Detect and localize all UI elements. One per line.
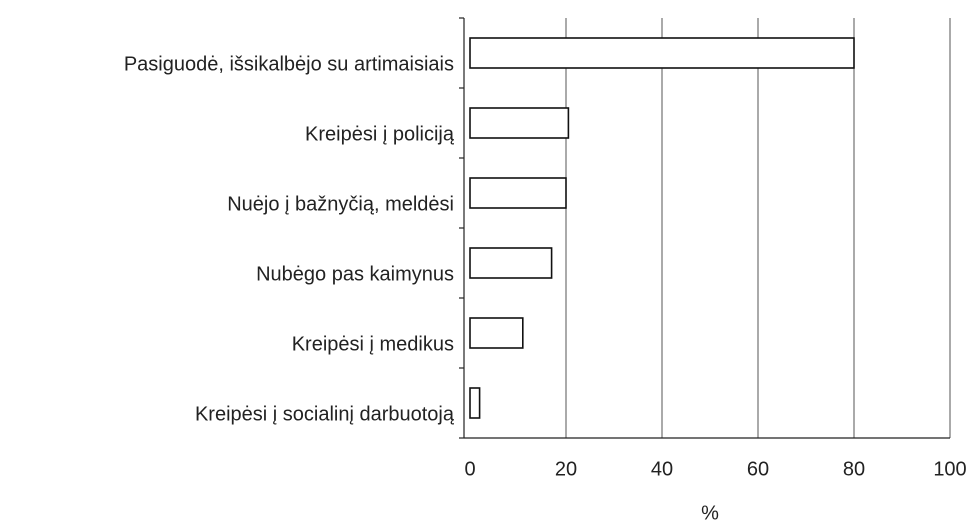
x-tick-label: 60 — [747, 458, 769, 480]
x-tick-label: 80 — [843, 458, 865, 480]
x-tick-label: 0 — [464, 458, 475, 480]
bar — [469, 317, 524, 349]
y-tick-label: Nubėgo pas kaimynus — [256, 263, 454, 285]
y-tick-label: Kreipėsi į medikus — [292, 333, 454, 355]
y-tick-label: Pasiguodė, išsikalbėjo su artimaisiais — [124, 53, 454, 75]
x-tick-label: 20 — [555, 458, 577, 480]
x-axis-label: % — [701, 502, 719, 524]
bar — [469, 387, 481, 419]
y-tick-label: Nuėjo į bažnyčią, meldėsi — [227, 193, 454, 215]
bar — [469, 37, 855, 69]
y-tick-label: Kreipėsi į socialinį darbuotoją — [195, 403, 455, 425]
x-tick-label: 100 — [933, 458, 966, 480]
bar — [469, 177, 567, 209]
x-tick-label: 40 — [651, 458, 673, 480]
bar — [469, 247, 553, 279]
bar — [469, 107, 570, 139]
y-tick-label: Kreipėsi į policiją — [305, 123, 455, 145]
